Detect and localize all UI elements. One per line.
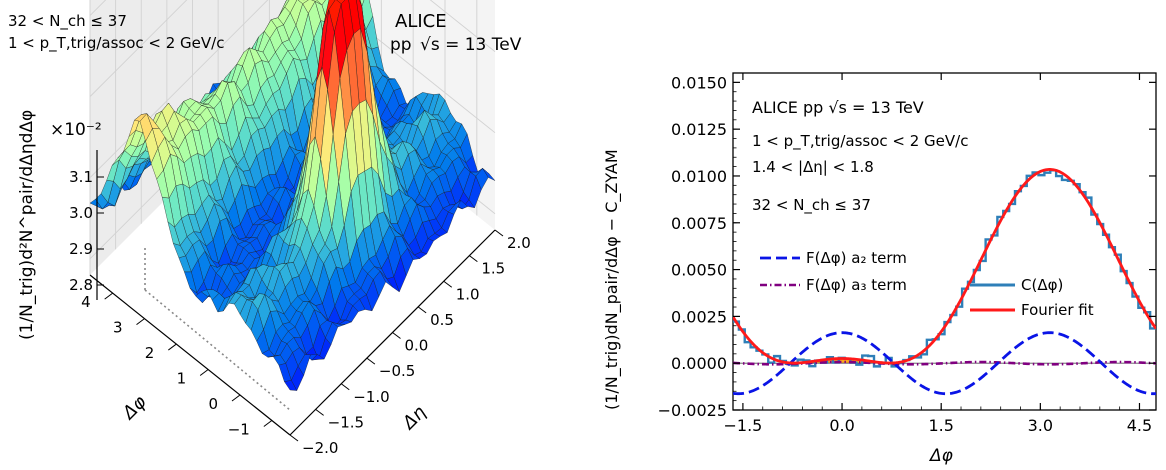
y-tick-label: −0.0025 — [658, 401, 727, 420]
system-label: pp — [390, 35, 412, 55]
y-tick-label: 0.0075 — [671, 214, 727, 233]
deta-tick-label: −2.0 — [302, 439, 338, 457]
deta-tick-label: 1.0 — [456, 285, 480, 303]
line-panel: −1.5 0.0 1.5 3.0 4.5 −0.0025 0.0000 0.0025 0.00… — [602, 72, 1157, 466]
grid-line — [429, 0, 496, 52]
deta-tick — [315, 408, 324, 416]
y-tick-label: 0.0050 — [671, 261, 727, 280]
x-tick-label: 4.5 — [1127, 416, 1152, 435]
experiment-label: ALICE — [395, 11, 447, 32]
plot-y-label: (1/N_trig)dN_pair/dΔφ − C_ZYAM — [602, 149, 622, 410]
z-axis-label: (1/N_trig)d²N^pair/dΔηdΔφ — [17, 110, 37, 340]
legend-a2: F(Δφ) a₂ term — [760, 249, 907, 267]
x-tick-label: 1.5 — [928, 416, 953, 435]
dphi-tick-label: 3 — [113, 319, 123, 337]
deta-tick — [443, 280, 453, 288]
legend-fit: Fourier fit — [970, 301, 1094, 319]
y-tick-label: 0.0100 — [671, 167, 727, 186]
deta-tick — [469, 255, 478, 263]
deta-tick-label: −0.5 — [379, 362, 415, 380]
dphi-tick — [199, 369, 209, 376]
legend-data-label: C(Δφ) — [1021, 276, 1063, 294]
z-tick-label: 3.1 — [69, 168, 93, 186]
z-tick-label: 2.8 — [69, 276, 93, 294]
x-axis-label-dphi: Δφ — [117, 391, 150, 424]
dphi-tick — [136, 318, 145, 326]
deta-tick — [417, 306, 427, 314]
deta-tick-label: 0.5 — [430, 311, 454, 329]
legend-a3: F(Δφ) a₃ term — [760, 276, 907, 294]
multiplicity-label: 32 < N_ch ≤ 37 — [8, 12, 127, 31]
dphi-tick — [231, 394, 241, 402]
plot-x-label: Δφ — [928, 446, 954, 466]
y-ticks: −0.0025 0.0000 0.0025 0.0050 0.0075 0.0100 0.0… — [658, 73, 1156, 420]
legend-fit-label: Fourier fit — [1021, 301, 1094, 319]
deta-tick-label: 2.0 — [507, 234, 531, 252]
z-tick-label: 2.9 — [69, 240, 93, 258]
deta-tick — [366, 357, 376, 365]
x-tick-label: 0.0 — [829, 416, 854, 435]
z-tick-label: 3.0 — [69, 204, 93, 222]
x-axis-line — [89, 274, 291, 436]
y-tick-label: 0.0150 — [671, 73, 727, 92]
deta-tick — [289, 434, 299, 442]
legend-a2-label: F(Δφ) a₂ term — [806, 249, 907, 267]
series-a3-term — [733, 360, 1156, 366]
y-tick-label: 0.0125 — [671, 120, 727, 139]
annot-system: ALICE pp √s = 13 TeV — [752, 98, 924, 117]
dphi-tick — [104, 292, 113, 300]
legend-a3-label: F(Δφ) a₃ term — [806, 276, 907, 294]
x-ticks: −1.5 0.0 1.5 3.0 4.5 — [723, 73, 1152, 435]
grid-line — [89, 0, 188, 97]
legend-data: C(Δφ) — [970, 276, 1063, 294]
dphi-tick-label: 1 — [177, 370, 187, 388]
deta-tick — [494, 229, 504, 237]
dphi-tick — [168, 343, 177, 351]
deta-tick-label: 1.5 — [481, 260, 505, 278]
deta-tick-label: 0.0 — [405, 337, 429, 355]
dphi-tick-label: 4 — [81, 293, 91, 311]
annot-mult: 32 < N_ch ≤ 37 — [752, 196, 871, 215]
annot-pt: 1 < p_T,trig/assoc < 2 GeV/c — [752, 132, 968, 151]
dphi-tick-label: 2 — [145, 344, 155, 362]
grid-line — [328, 0, 496, 134]
z-scale-label: ×10⁻² — [50, 120, 102, 140]
dotted-edge — [144, 289, 291, 411]
surface-panel: −1 0 1 2 3 4 −2.0 −1.5 −1.0 −0.5 0.00.51.01.52.0 2.… — [69, 0, 531, 457]
surface-mesh — [89, 0, 496, 391]
dphi-tick-label: −1 — [228, 420, 250, 438]
dphi-tick-label: 0 — [208, 395, 218, 413]
energy-label: √s = 13 TeV — [420, 35, 522, 55]
surface-cell — [284, 380, 298, 391]
x-tick-label: −1.5 — [723, 416, 762, 435]
y-tick-label: 0.0025 — [671, 307, 727, 326]
y-axis-label-deta: Δη — [397, 402, 430, 435]
series-fourier-fit — [733, 168, 1156, 365]
deta-tick — [340, 383, 350, 391]
x-tick-label: 3.0 — [1028, 416, 1053, 435]
deta-tick-label: −1.0 — [353, 388, 389, 406]
dphi-tick — [263, 420, 273, 427]
annot-deta: 1.4 < |Δη| < 1.8 — [752, 158, 874, 176]
series-a2-term — [733, 331, 1156, 396]
y-tick-label: 0.0000 — [671, 354, 727, 373]
surface-axes: −1 0 1 2 3 4 −2.0 −1.5 −1.0 −0.5 0.00.51.01.52.0 2.… — [69, 150, 531, 457]
deta-tick-label: −1.5 — [328, 413, 364, 431]
pt-range-label: 1 < p_T,trig/assoc < 2 GeV/c — [8, 34, 224, 53]
deta-tick — [392, 332, 401, 339]
